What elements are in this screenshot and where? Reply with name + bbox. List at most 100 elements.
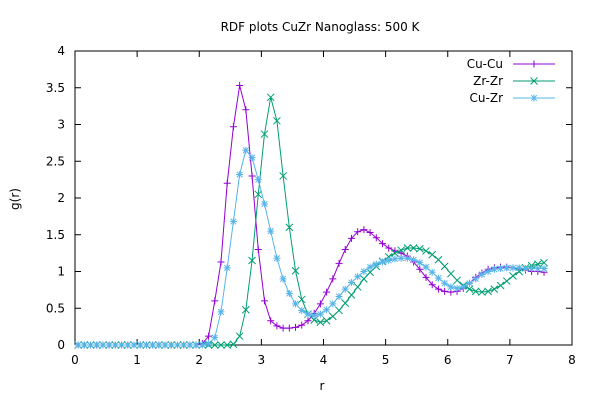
data-point [223, 341, 232, 349]
chart-title: RDF plots CuZr Nanoglass: 500 K [221, 20, 421, 34]
data-point [254, 190, 263, 199]
data-point [248, 172, 256, 180]
data-point [434, 285, 442, 293]
data-point [434, 255, 443, 264]
data-point [149, 341, 157, 349]
data-point [391, 249, 399, 257]
data-point [515, 264, 523, 272]
data-point [248, 154, 256, 162]
x-axis-label: r [320, 379, 325, 393]
data-point [490, 265, 498, 273]
data-point [484, 287, 492, 296]
data-point [205, 340, 213, 348]
data-point [459, 283, 467, 291]
data-point [186, 341, 194, 349]
data-point [496, 281, 505, 290]
data-point [291, 266, 300, 275]
series-line [78, 85, 545, 346]
data-point [180, 341, 188, 349]
data-point [235, 332, 244, 341]
data-point [310, 312, 318, 320]
data-point [528, 265, 536, 273]
data-point [521, 265, 529, 273]
data-point [440, 262, 449, 271]
data-point [441, 279, 449, 287]
data-point [502, 277, 511, 285]
y-axis-label: g(r) [8, 188, 22, 210]
data-point [229, 123, 237, 131]
data-point [260, 130, 269, 138]
data-point [229, 340, 238, 349]
y-axis: 0 0.5 1 1.5 2 2.5 3 3.5 4 [46, 44, 572, 352]
data-point [366, 263, 374, 271]
data-point [273, 254, 281, 262]
data-point [254, 245, 262, 253]
data-point [323, 306, 331, 314]
data-point [515, 267, 524, 276]
data-point [416, 265, 424, 273]
data-point [360, 274, 368, 283]
data-point [260, 200, 268, 208]
data-point [372, 260, 380, 268]
x-tick-label: 5 [382, 353, 390, 367]
data-point [409, 244, 418, 252]
data-point [124, 341, 132, 349]
data-point [478, 288, 486, 296]
data-point [447, 269, 455, 278]
data-point [111, 341, 119, 349]
data-point [397, 254, 405, 262]
y-tick-label: 0.5 [46, 301, 65, 315]
data-point [497, 265, 505, 273]
x-tick-label: 8 [568, 353, 576, 367]
series-group [74, 82, 548, 349]
data-point [298, 321, 306, 329]
data-point [211, 334, 219, 342]
x-tick-label: 1 [133, 353, 141, 367]
y-tick-label: 0 [57, 338, 65, 352]
data-point [316, 310, 324, 318]
data-point [465, 285, 474, 293]
data-point [415, 244, 424, 253]
data-point [329, 300, 337, 308]
data-point [210, 341, 219, 349]
data-point [471, 287, 480, 296]
y-tick-label: 1 [57, 265, 65, 279]
data-point [142, 341, 150, 349]
y-tick-label: 4 [57, 44, 65, 58]
data-point [328, 312, 337, 321]
y-tick-label: 1.5 [46, 228, 65, 242]
legend-item: Cu-Cu [467, 57, 555, 71]
data-point [155, 341, 163, 349]
data-point [472, 275, 480, 283]
legend-label: Cu-Zr [470, 91, 504, 105]
data-point [80, 341, 88, 349]
data-point [434, 274, 442, 282]
data-point [254, 176, 262, 184]
data-point [329, 275, 337, 283]
data-point [353, 283, 362, 291]
data-point [260, 297, 268, 305]
data-point [167, 341, 175, 349]
data-point [416, 259, 424, 267]
data-point [323, 288, 331, 296]
data-point [347, 279, 355, 287]
data-point [279, 275, 287, 283]
data-point [105, 341, 113, 349]
data-point [93, 341, 101, 349]
data-point [540, 265, 548, 273]
data-point [267, 317, 275, 325]
data-point [341, 245, 349, 253]
data-point [236, 170, 244, 178]
data-point [360, 226, 368, 234]
data-point [192, 341, 200, 349]
data-point [447, 283, 455, 291]
data-point [273, 322, 281, 330]
data-point [379, 240, 387, 248]
data-point [242, 106, 250, 114]
data-point [540, 258, 548, 267]
legend-item: Zr-Zr [473, 74, 555, 88]
data-point [217, 308, 225, 316]
data-point [161, 341, 169, 349]
data-point [428, 268, 436, 276]
x-tick-label: 2 [195, 353, 203, 367]
